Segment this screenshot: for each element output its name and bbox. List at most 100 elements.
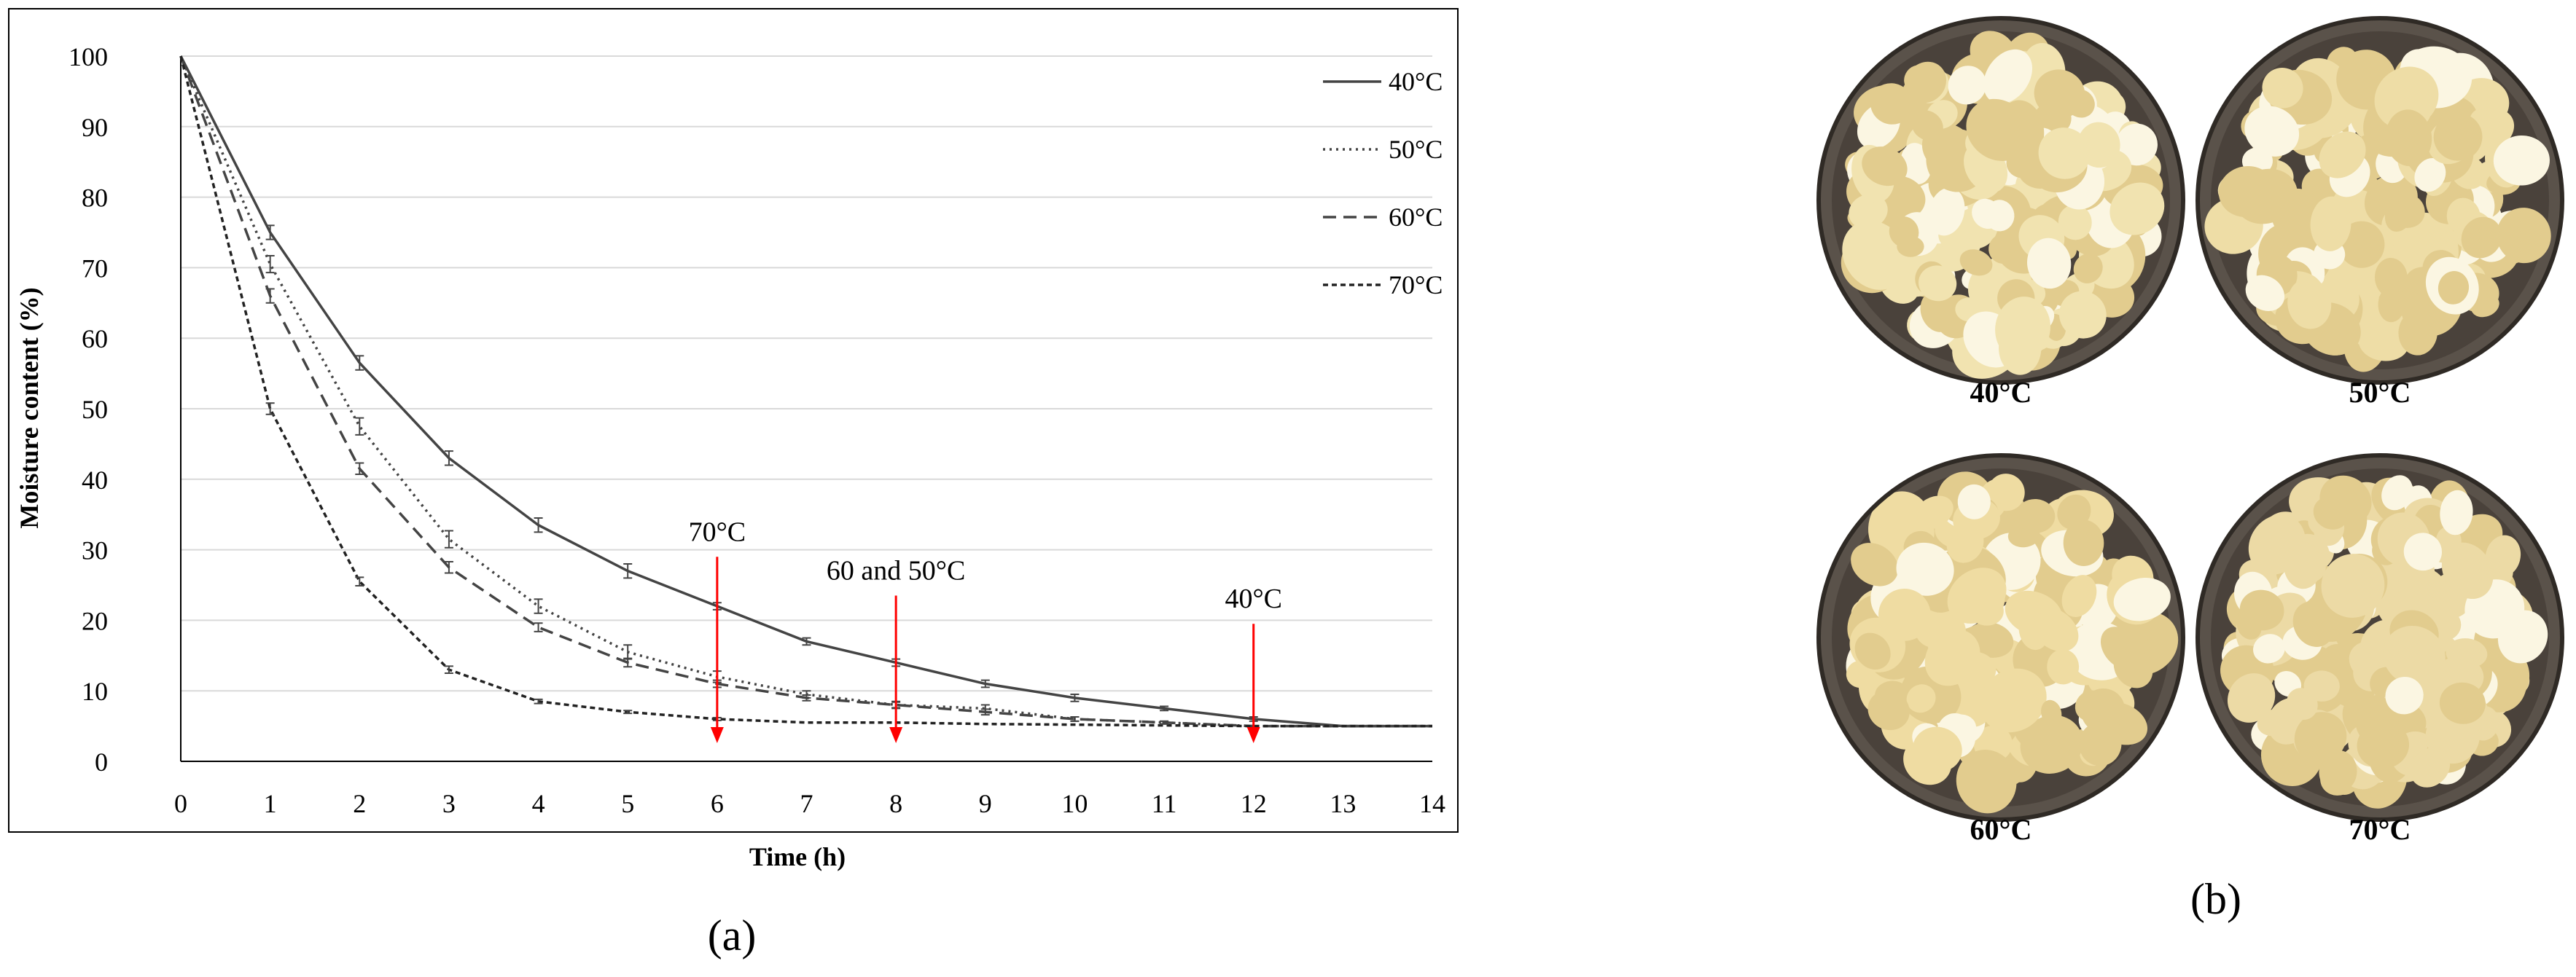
y-tick-label-0: 0 bbox=[95, 748, 108, 777]
error-bar-40°C-7 bbox=[802, 637, 811, 646]
x-tick-label-9: 9 bbox=[979, 789, 992, 818]
legend-label-60°C: 60°C bbox=[1389, 203, 1443, 232]
error-bar-70°C-5 bbox=[623, 710, 633, 715]
petri-dish-50 bbox=[2196, 16, 2564, 385]
photo-label-50: 50°C bbox=[2349, 376, 2411, 409]
x-tick-label-6: 6 bbox=[711, 789, 724, 818]
crumb bbox=[2385, 109, 2432, 167]
y-tick-label-80: 80 bbox=[82, 184, 108, 213]
crumb bbox=[1995, 297, 2050, 361]
crumb bbox=[1851, 543, 1899, 586]
crumb bbox=[2058, 291, 2107, 339]
crumb bbox=[1849, 194, 1888, 229]
y-axis-label: Moisture content (%) bbox=[15, 287, 44, 528]
y-tick-label-30: 30 bbox=[82, 536, 108, 565]
error-bar-70°C-1 bbox=[265, 402, 275, 415]
crumb bbox=[2015, 498, 2056, 533]
crumb bbox=[2026, 238, 2072, 289]
crumb bbox=[2073, 253, 2103, 283]
crumb bbox=[2497, 208, 2551, 264]
photo-panel: 40°C 50°C 60°C 70°C (b) bbox=[1793, 0, 2576, 977]
crumb bbox=[2109, 182, 2165, 235]
crumb bbox=[2245, 275, 2285, 311]
y-tick-label-60: 60 bbox=[82, 324, 108, 353]
crumb bbox=[2244, 106, 2300, 157]
x-tick-label-1: 1 bbox=[264, 789, 277, 818]
crumb bbox=[2438, 271, 2470, 305]
error-bar-60°C-2 bbox=[355, 462, 364, 476]
crumb bbox=[1957, 484, 1991, 519]
error-bar-50°C-5 bbox=[623, 644, 633, 660]
y-tick-label-20: 20 bbox=[82, 606, 108, 635]
petri-dish-40 bbox=[1816, 16, 2185, 385]
y-tick-label-10: 10 bbox=[82, 677, 108, 706]
crumb bbox=[2113, 578, 2171, 621]
x-tick-label-8: 8 bbox=[889, 789, 902, 818]
legend: 40°C 50°C 60°C 70°C bbox=[1323, 67, 1443, 299]
x-axis-label: Time (h) bbox=[749, 842, 846, 871]
dish-edge bbox=[2196, 453, 2564, 822]
crumb bbox=[2433, 113, 2483, 161]
crumb bbox=[1913, 495, 1954, 530]
panel-b-label: (b) bbox=[2190, 875, 2241, 923]
crumb bbox=[1854, 632, 1891, 670]
legend-label-70°C: 70°C bbox=[1389, 270, 1443, 299]
photo-label-60: 60°C bbox=[1970, 813, 2032, 846]
x-tick-label-7: 7 bbox=[800, 789, 813, 818]
dish-edge bbox=[1816, 16, 2185, 385]
crumb bbox=[1870, 83, 1913, 125]
crumb bbox=[1959, 249, 1993, 276]
y-tick-label-50: 50 bbox=[82, 395, 108, 424]
legend-label-50°C: 50°C bbox=[1389, 135, 1443, 164]
crumb bbox=[1924, 629, 1980, 686]
error-bar-50°C-4 bbox=[534, 598, 543, 614]
sample-photo-50 bbox=[2194, 15, 2566, 386]
crumb bbox=[2080, 688, 2126, 733]
crumb bbox=[1878, 589, 1931, 641]
crumb bbox=[1947, 568, 2007, 624]
crumb bbox=[2403, 533, 2443, 571]
x-tick-label-11: 11 bbox=[1152, 789, 1177, 818]
y-tick-label-100: 100 bbox=[69, 42, 108, 71]
x-tick-label-14: 14 bbox=[1419, 789, 1445, 818]
x-tick-label-10: 10 bbox=[1061, 789, 1088, 818]
crumb bbox=[2287, 278, 2332, 329]
crumb bbox=[2485, 535, 2521, 578]
crumb bbox=[2319, 131, 2366, 178]
crumb bbox=[2493, 135, 2550, 186]
crumb bbox=[2378, 286, 2405, 323]
error-bar-60°C-10 bbox=[1070, 716, 1080, 722]
crumb bbox=[1948, 66, 1987, 105]
crumb bbox=[2414, 158, 2446, 192]
sample-photo-60 bbox=[1815, 452, 2187, 823]
crumb bbox=[1911, 110, 1943, 141]
panel-a-label: (a) bbox=[707, 911, 757, 960]
series-line-70°C bbox=[179, 55, 1432, 728]
error-bar-40°C-4 bbox=[534, 517, 543, 533]
crumb bbox=[2310, 196, 2351, 251]
crumb bbox=[2058, 204, 2092, 240]
sample-photo-40 bbox=[1815, 15, 2187, 386]
crumb bbox=[2218, 165, 2276, 218]
crumb bbox=[2041, 699, 2062, 726]
crumb bbox=[2440, 490, 2473, 535]
x-tick-label-2: 2 bbox=[353, 789, 366, 818]
error-bar-60°C-11 bbox=[1160, 720, 1169, 725]
x-tick-label-13: 13 bbox=[1330, 789, 1356, 818]
error-bar-40°C-2 bbox=[355, 355, 364, 371]
x-tick-label-4: 4 bbox=[532, 789, 545, 818]
error-bar-60°C-9 bbox=[980, 708, 990, 716]
crumb bbox=[2292, 601, 2335, 647]
dish-edge bbox=[1816, 453, 2185, 822]
x-tick-label-5: 5 bbox=[621, 789, 634, 818]
crumb bbox=[2374, 258, 2408, 298]
error-bar-50°C-3 bbox=[444, 530, 453, 549]
crumb bbox=[2286, 688, 2318, 720]
axes bbox=[180, 56, 1432, 762]
annotation-arrowhead-0 bbox=[710, 726, 724, 743]
y-tick-label-40: 40 bbox=[82, 466, 108, 495]
crumb bbox=[2319, 475, 2372, 525]
error-bar-60°C-3 bbox=[444, 561, 453, 574]
crumb bbox=[1862, 146, 1908, 187]
crumb bbox=[2038, 127, 2091, 179]
